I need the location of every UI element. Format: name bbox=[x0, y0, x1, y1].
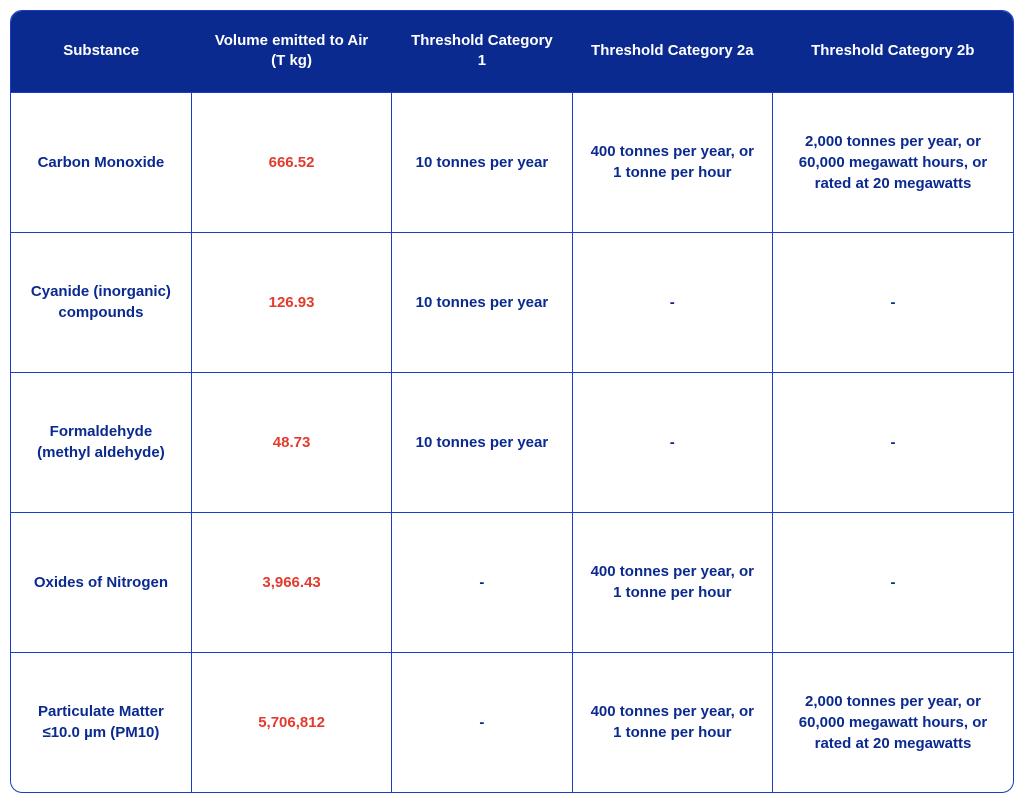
col-header-volume: Volume emitted to Air (T kg) bbox=[191, 11, 391, 92]
cell-cat2a: - bbox=[572, 372, 772, 512]
cell-volume: 5,706,812 bbox=[191, 652, 391, 792]
cell-volume: 3,966.43 bbox=[191, 512, 391, 652]
cell-cat1: 10 tonnes per year bbox=[392, 92, 572, 232]
table-row: Cyanide (inorganic) compounds 126.93 10 … bbox=[11, 232, 1013, 372]
cell-volume: 126.93 bbox=[191, 232, 391, 372]
cell-substance: Oxides of Nitrogen bbox=[11, 512, 191, 652]
table-header-row: Substance Volume emitted to Air (T kg) T… bbox=[11, 11, 1013, 92]
cell-cat2b: 2,000 tonnes per year, or 60,000 megawat… bbox=[773, 652, 1014, 792]
table-row: Carbon Monoxide 666.52 10 tonnes per yea… bbox=[11, 92, 1013, 232]
cell-cat2b: 2,000 tonnes per year, or 60,000 megawat… bbox=[773, 92, 1014, 232]
cell-cat1: 10 tonnes per year bbox=[392, 372, 572, 512]
cell-cat2a: 400 tonnes per year, or1 tonne per hour bbox=[572, 92, 772, 232]
cell-cat2a: 400 tonnes per year, or1 tonne per hour bbox=[572, 512, 772, 652]
cell-cat2a: 400 tonnes per year, or1 tonne per hour bbox=[572, 652, 772, 792]
cell-cat2b: - bbox=[773, 512, 1014, 652]
cell-volume: 666.52 bbox=[191, 92, 391, 232]
emissions-table-container: Substance Volume emitted to Air (T kg) T… bbox=[10, 10, 1014, 793]
table-row: Oxides of Nitrogen 3,966.43 - 400 tonnes… bbox=[11, 512, 1013, 652]
cell-substance: Particulate Matter ≤10.0 µm (PM10) bbox=[11, 652, 191, 792]
col-header-cat2b: Threshold Category 2b bbox=[773, 11, 1014, 92]
cell-substance: Cyanide (inorganic) compounds bbox=[11, 232, 191, 372]
cell-cat1: - bbox=[392, 652, 572, 792]
emissions-table: Substance Volume emitted to Air (T kg) T… bbox=[11, 11, 1013, 792]
col-header-cat2a: Threshold Category 2a bbox=[572, 11, 772, 92]
table-row: Formaldehyde (methyl aldehyde) 48.73 10 … bbox=[11, 372, 1013, 512]
col-header-substance: Substance bbox=[11, 11, 191, 92]
cell-cat1: 10 tonnes per year bbox=[392, 232, 572, 372]
cell-cat2b: - bbox=[773, 232, 1014, 372]
cell-cat1: - bbox=[392, 512, 572, 652]
table-body: Carbon Monoxide 666.52 10 tonnes per yea… bbox=[11, 92, 1013, 792]
cell-volume: 48.73 bbox=[191, 372, 391, 512]
col-header-cat1: Threshold Category 1 bbox=[392, 11, 572, 92]
cell-substance: Formaldehyde (methyl aldehyde) bbox=[11, 372, 191, 512]
cell-cat2a: - bbox=[572, 232, 772, 372]
cell-cat2b: - bbox=[773, 372, 1014, 512]
table-row: Particulate Matter ≤10.0 µm (PM10) 5,706… bbox=[11, 652, 1013, 792]
table-header: Substance Volume emitted to Air (T kg) T… bbox=[11, 11, 1013, 92]
cell-substance: Carbon Monoxide bbox=[11, 92, 191, 232]
